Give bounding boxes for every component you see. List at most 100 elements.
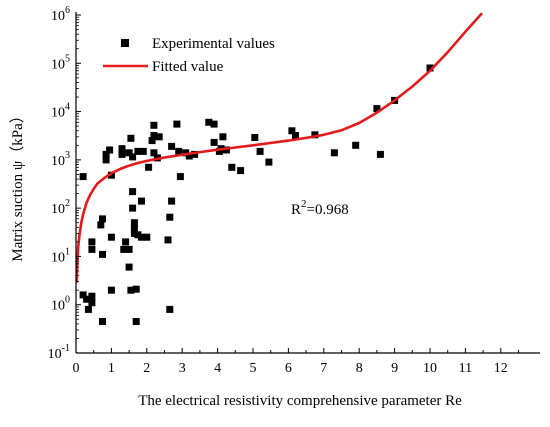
- data-point: [132, 318, 140, 325]
- y-tick-label: 105: [51, 53, 70, 72]
- data-point: [150, 121, 158, 129]
- data-point: [129, 188, 137, 196]
- data-point: [118, 145, 126, 153]
- x-tick-label: 3: [179, 361, 186, 376]
- data-point: [107, 233, 115, 241]
- data-point: [265, 158, 273, 166]
- data-point: [79, 291, 87, 299]
- data-point: [127, 286, 135, 294]
- data-point: [182, 149, 190, 157]
- data-point: [205, 118, 213, 126]
- axes-group: 0 1 2 3 4 5 6 7 8 9 10 11 1210-110010110210310410510…: [9, 5, 540, 409]
- x-tick-label: 1: [108, 361, 115, 376]
- data-point: [139, 147, 147, 155]
- data-point: [292, 132, 299, 139]
- data-point: [251, 134, 259, 141]
- data-point: [148, 137, 156, 145]
- data-point: [150, 132, 158, 139]
- data-point: [176, 173, 184, 181]
- data-point: [166, 305, 174, 313]
- data-point: [185, 152, 193, 160]
- data-point: [83, 295, 91, 303]
- data-point: [168, 142, 176, 150]
- data-point: [129, 153, 137, 161]
- data-point: [311, 131, 319, 139]
- data-point: [376, 150, 384, 158]
- x-axis-title: The electrical resistivity comprehensive…: [138, 393, 462, 409]
- data-point: [173, 120, 181, 128]
- data-point: [118, 150, 126, 158]
- data-point: [330, 149, 338, 157]
- y-axis-title: Matrix suction ψ（kPa）: [9, 108, 26, 262]
- data-point: [125, 245, 133, 253]
- data-point: [120, 245, 128, 253]
- x-tick-label: 9: [391, 361, 398, 376]
- x-tick-label: 8: [356, 361, 363, 376]
- data-point: [138, 233, 145, 241]
- data-point: [175, 147, 183, 155]
- data-point: [145, 163, 153, 171]
- x-tick-label: 12: [494, 361, 508, 376]
- data-point: [134, 231, 142, 239]
- x-tick-label: 6: [285, 361, 292, 376]
- y-tick-label: 104: [51, 102, 70, 121]
- data-point: [219, 133, 227, 141]
- legend-label-fit: Fitted value: [152, 59, 224, 75]
- x-tick-label: 4: [214, 361, 221, 376]
- data-point: [352, 141, 360, 149]
- data-point: [107, 171, 115, 179]
- data-point: [256, 147, 264, 155]
- data-point: [222, 146, 230, 154]
- x-tick-label: 0: [73, 361, 80, 376]
- data-point: [99, 318, 106, 325]
- data-point: [237, 167, 245, 175]
- data-point: [168, 197, 176, 205]
- data-point: [373, 105, 381, 113]
- data-point: [107, 286, 115, 294]
- data-point: [99, 215, 106, 223]
- data-point: [127, 134, 135, 142]
- y-tick-label: 100: [51, 295, 70, 314]
- data-point: [166, 213, 174, 221]
- y-tick-label: 103: [51, 150, 70, 169]
- x-tick-label: 7: [320, 361, 327, 376]
- y-tick-label: 102: [51, 198, 70, 217]
- data-point: [122, 238, 130, 246]
- data-point: [288, 127, 296, 135]
- data-point: [150, 149, 158, 157]
- data-point: [97, 221, 105, 229]
- x-tick-label: 10: [423, 361, 437, 376]
- x-tick-label: 5: [250, 361, 257, 376]
- data-point: [132, 285, 140, 293]
- x-tick-label: 11: [459, 361, 472, 376]
- data-point: [210, 120, 218, 128]
- data-point: [125, 263, 133, 271]
- data-point: [228, 163, 236, 171]
- annotation-group: R2=0.968: [291, 198, 349, 218]
- data-point: [79, 173, 87, 181]
- data-point: [426, 64, 434, 72]
- data-point: [102, 156, 110, 164]
- y-tick-label: 10-1: [48, 343, 70, 362]
- legend-marker-experimental: [121, 39, 129, 47]
- data-point: [84, 305, 92, 313]
- data-point: [99, 250, 106, 258]
- data-point: [155, 133, 163, 141]
- r-squared-annotation: R2=0.968: [291, 198, 349, 218]
- data-point: [143, 233, 151, 241]
- data-point: [106, 146, 114, 154]
- data-point: [191, 150, 199, 158]
- x-tick-label: 2: [143, 361, 150, 376]
- legend-label-experimental: Experimental values: [152, 36, 275, 52]
- data-point: [164, 236, 172, 244]
- data-point: [88, 292, 96, 300]
- data-point: [138, 197, 145, 205]
- data-points-group: [79, 64, 434, 325]
- data-point: [88, 299, 96, 307]
- y-tick-label: 106: [51, 5, 70, 24]
- data-point: [130, 223, 138, 231]
- data-point: [88, 238, 96, 246]
- y-tick-label: 101: [51, 246, 70, 265]
